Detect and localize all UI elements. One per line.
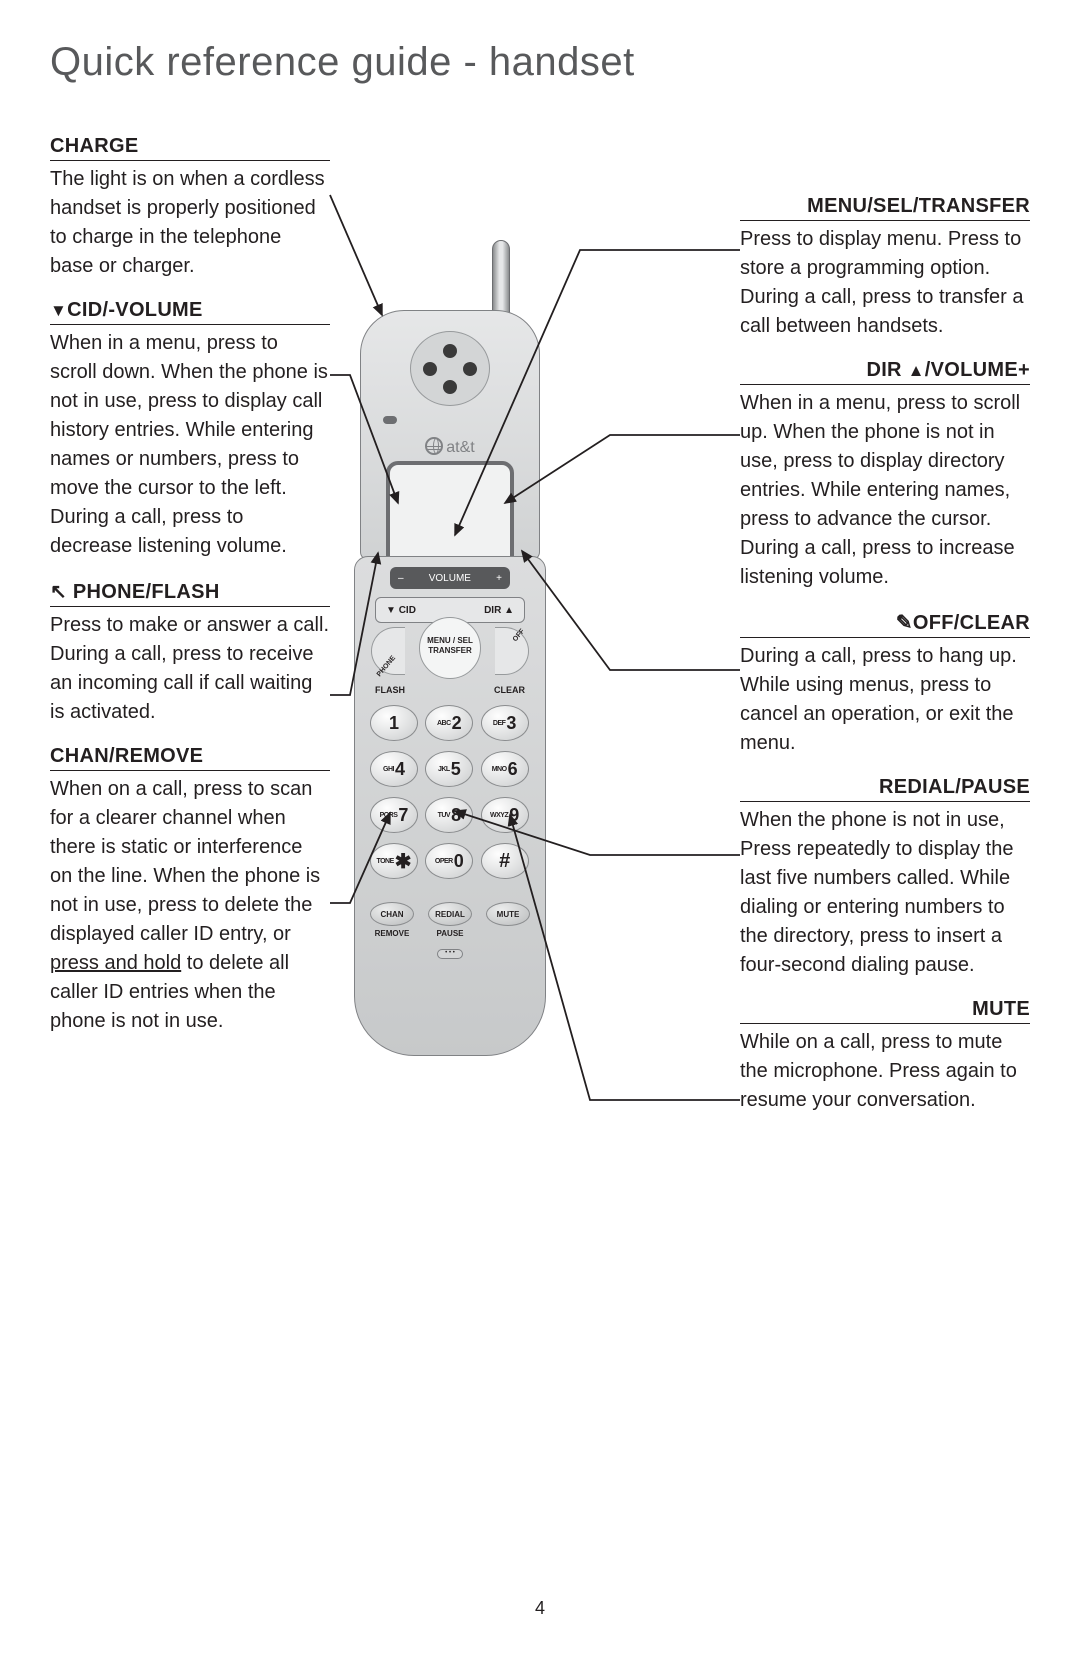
brand-logo: at&t [361, 434, 539, 457]
heading-menu-sel: MENU/SEL/TRANSFER [740, 195, 1030, 221]
body-cid-volume: When in a menu, press to scroll down. Wh… [50, 329, 330, 561]
body-charge: The light is on when a cordless handset … [50, 165, 330, 281]
flash-label: FLASH [375, 685, 405, 695]
heading-dir-volume: DIR /VOLUME+ [740, 359, 1030, 385]
right-column: MENU/SEL/TRANSFER Press to display menu.… [740, 195, 1030, 1133]
pause-label: PAUSE [428, 929, 472, 938]
body-redial-pause: When the phone is not in use, Press repe… [740, 806, 1030, 980]
key-4: GHI4 [370, 751, 418, 787]
off-key: OFF [495, 627, 529, 675]
function-sub-row: REMOVE PAUSE [370, 929, 530, 938]
handset-upper-body: at&t [360, 310, 540, 560]
heading-phone-flash: ↖ PHONE/FLASH [50, 579, 330, 607]
triangle-up-icon [908, 359, 925, 381]
key-star: TONE✱ [370, 843, 418, 879]
mute-sub-label [486, 929, 530, 938]
volume-minus: – [398, 573, 404, 584]
body-menu-sel: Press to display menu. Press to store a … [740, 225, 1030, 341]
section-redial-pause: REDIAL/PAUSE When the phone is not in us… [740, 776, 1030, 980]
key-7: PQRS7 [370, 797, 418, 833]
menu-sel-key: MENU / SEL TRANSFER [419, 617, 481, 679]
body-dir-volume: When in a menu, press to scroll up. When… [740, 389, 1030, 592]
key-2: ABC2 [425, 705, 473, 741]
heading-cid-volume: CID/-VOLUME [50, 299, 330, 325]
phone-key: PHONE [371, 627, 405, 675]
volume-rocker: – VOLUME + [390, 567, 510, 589]
earpiece [410, 331, 490, 406]
section-charge: CHARGE The light is on when a cordless h… [50, 135, 330, 281]
section-menu-sel: MENU/SEL/TRANSFER Press to display menu.… [740, 195, 1030, 341]
left-column: CHARGE The light is on when a cordless h… [50, 135, 330, 1054]
heading-redial-pause: REDIAL/PAUSE [740, 776, 1030, 802]
handset-lower-body: – VOLUME + ▼ CID DIR ▲ PHONE OFF MENU / … [354, 556, 546, 1056]
volume-plus: + [496, 573, 502, 584]
key-5: JKL5 [425, 751, 473, 787]
mute-key: MUTE [486, 902, 530, 926]
section-mute: MUTE While on a call, press to mute the … [740, 998, 1030, 1115]
body-mute: While on a call, press to mute the micro… [740, 1028, 1030, 1115]
section-chan-remove: CHAN/REMOVE When on a call, press to sca… [50, 745, 330, 1036]
body-phone-flash: Press to make or answer a call. During a… [50, 611, 330, 727]
handset-illustration: at&t – VOLUME + ▼ CID DIR ▲ PHONE OFF ME… [350, 240, 550, 1070]
page-title: Quick reference guide - handset [50, 40, 1030, 85]
key-3: DEF3 [481, 705, 529, 741]
body-chan-remove: When on a call, press to scan for a clea… [50, 775, 330, 1036]
clear-label: CLEAR [494, 685, 525, 695]
globe-icon [425, 437, 443, 455]
section-phone-flash: ↖ PHONE/FLASH Press to make or answer a … [50, 579, 330, 727]
keypad: 1 ABC2 DEF3 GHI4 JKL5 MNO6 PQRS7 TUV8 WX… [370, 705, 530, 879]
body-off-clear: During a call, press to hang up. While u… [740, 642, 1030, 758]
key-hash: # [481, 843, 529, 879]
dir-side: DIR ▲ [484, 605, 514, 616]
redial-key: REDIAL [428, 902, 472, 926]
key-8: TUV8 [425, 797, 473, 833]
key-9: WXYZ9 [481, 797, 529, 833]
chan-key: CHAN [370, 902, 414, 926]
section-dir-volume: DIR /VOLUME+ When in a menu, press to sc… [740, 359, 1030, 592]
heading-chan-remove: CHAN/REMOVE [50, 745, 330, 771]
charge-led [383, 416, 397, 424]
key-1: 1 [370, 705, 418, 741]
heading-charge: CHARGE [50, 135, 330, 161]
triangle-down-icon [50, 299, 67, 321]
function-row: CHAN REDIAL MUTE [370, 902, 530, 926]
page-number: 4 [0, 1598, 1080, 1619]
remove-label: REMOVE [370, 929, 414, 938]
off-icon [896, 612, 913, 634]
key-0: OPER0 [425, 843, 473, 879]
heading-off-clear: OFF/CLEAR [740, 610, 1030, 638]
section-off-clear: OFF/CLEAR During a call, press to hang u… [740, 610, 1030, 758]
cid-side: ▼ CID [386, 605, 416, 616]
section-cid-volume: CID/-VOLUME When in a menu, press to scr… [50, 299, 330, 561]
heading-mute: MUTE [740, 998, 1030, 1024]
content-area: CHARGE The light is on when a cordless h… [50, 135, 1030, 1335]
microphone: • • • [437, 949, 463, 959]
volume-label: VOLUME [429, 573, 471, 584]
key-6: MNO6 [481, 751, 529, 787]
